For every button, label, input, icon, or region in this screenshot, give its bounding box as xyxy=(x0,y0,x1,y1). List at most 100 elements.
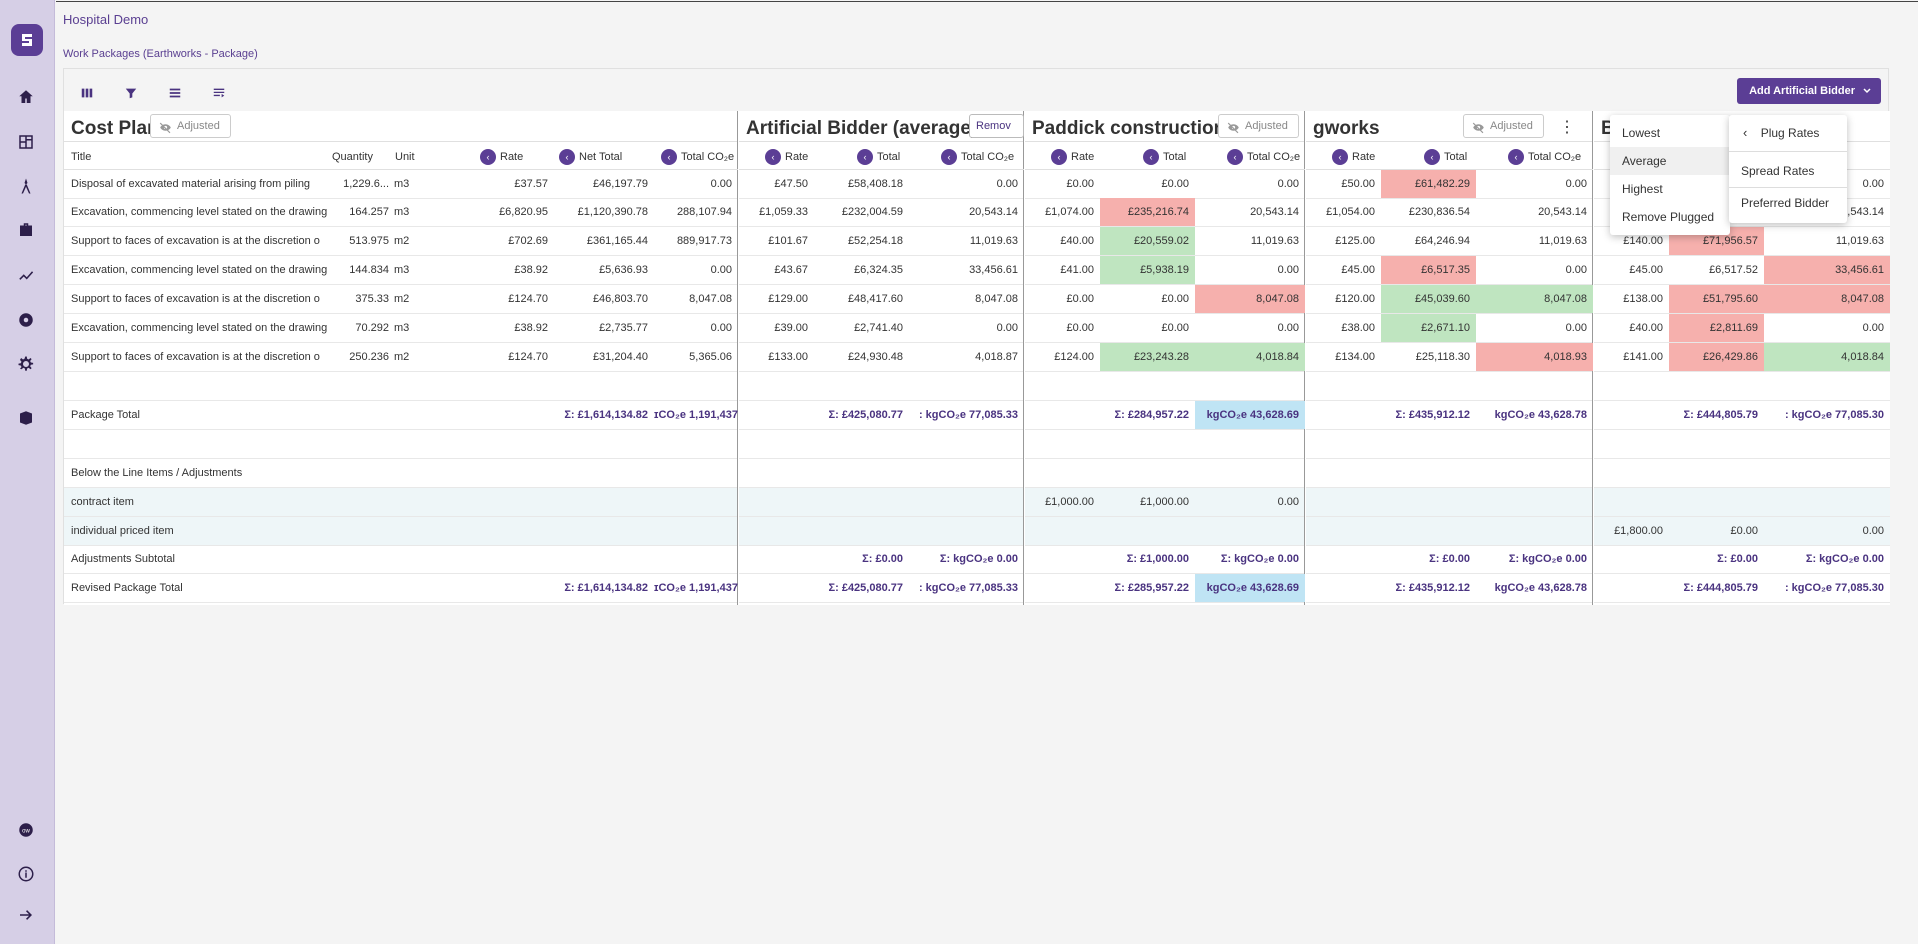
adj-co2 xyxy=(1476,517,1593,545)
bid-total: £0.00 xyxy=(1161,322,1189,334)
adj-total xyxy=(1100,517,1195,545)
briefcase-icon[interactable] xyxy=(15,219,37,241)
table-row[interactable]: £40.00 £2,811.69 0.00 xyxy=(1594,314,1890,343)
column-header-co2[interactable]: Total CO₂e xyxy=(681,151,735,163)
adjusted-toggle-button[interactable]: Adjusted xyxy=(1218,114,1299,138)
table-row[interactable]: £43.67 £6,324.35 33,456.61 xyxy=(739,256,1023,285)
table-row[interactable]: Support to faces of excavation is at the… xyxy=(64,343,737,372)
column-header-co2[interactable]: Total CO₂e xyxy=(1247,151,1301,163)
column-header-rate[interactable]: Rate xyxy=(785,151,809,163)
sort-icon[interactable]: ‹ xyxy=(1227,149,1243,165)
table-row[interactable]: Support to faces of excavation is at the… xyxy=(64,227,737,256)
table-row[interactable]: Excavation, commencing level stated on t… xyxy=(64,198,737,227)
column-header-rate[interactable]: Rate xyxy=(1071,151,1095,163)
work-package-panel: Add Artificial Bidder Cost Plan Adjusted T… xyxy=(63,68,1890,605)
book-icon[interactable] xyxy=(15,407,37,429)
plug-option-average[interactable]: Average xyxy=(1610,147,1730,175)
table-row[interactable]: £0.00 £0.00 0.00 xyxy=(1025,314,1304,343)
sort-icon[interactable]: ‹ xyxy=(480,149,496,165)
trend-icon[interactable] xyxy=(15,264,37,286)
filter-icon[interactable] xyxy=(120,83,142,103)
table-row[interactable]: £40.00 £20,559.02 11,019.63 xyxy=(1025,227,1304,256)
table-row[interactable]: £133.00 £24,930.48 4,018.87 xyxy=(739,343,1023,372)
plug-option-highest[interactable]: Highest xyxy=(1622,182,1663,196)
column-header-total[interactable]: Total xyxy=(1444,151,1468,163)
expand-arrow-icon[interactable] xyxy=(15,904,37,926)
table-row[interactable]: Excavation, commencing level stated on t… xyxy=(64,314,737,343)
add-artificial-bidder-button[interactable]: Add Artificial Bidder xyxy=(1737,78,1881,104)
table-row[interactable]: £45.00 £6,517.35 0.00 xyxy=(1306,256,1592,285)
info-icon[interactable] xyxy=(15,863,37,885)
table-row[interactable]: Excavation, commencing level stated on t… xyxy=(64,256,737,285)
gear-icon[interactable] xyxy=(15,353,37,375)
plug-option-remove-plugged[interactable]: Remove Plugged xyxy=(1622,210,1715,224)
more-options-icon[interactable]: ⋮ xyxy=(1559,119,1575,136)
column-header-total[interactable]: Total xyxy=(877,151,901,163)
table-row[interactable]: £41.00 £5,938.19 0.00 xyxy=(1025,256,1304,285)
sort-icon[interactable]: ‹ xyxy=(559,149,575,165)
table-row[interactable]: Support to faces of excavation is at the… xyxy=(64,285,737,314)
table-row[interactable]: £38.00 £2,671.10 0.00 xyxy=(1306,314,1592,343)
spread-rates-item[interactable]: Spread Rates xyxy=(1741,164,1815,178)
ow-icon[interactable]: ow xyxy=(15,819,37,841)
bid-co2: 4,018.93 xyxy=(1476,343,1593,371)
sort-icon[interactable]: ‹ xyxy=(857,149,873,165)
sort-icon[interactable]: ‹ xyxy=(1508,149,1524,165)
table-row[interactable]: £101.67 £52,254.18 11,019.63 xyxy=(739,227,1023,256)
table-row[interactable]: Disposal of excavated material arising f… xyxy=(64,170,737,199)
column-header-title[interactable]: Title xyxy=(71,151,92,163)
table-row[interactable]: £1,074.00 £235,216.74 20,543.14 xyxy=(1025,198,1304,227)
bid-rate: £141.00 xyxy=(1623,351,1663,363)
table-row: Σ: £0.00 Σ: kgCO₂e 0.00 xyxy=(1594,545,1890,574)
remove-bidder-button[interactable]: Remov xyxy=(969,114,1024,138)
column-header-total[interactable]: Total xyxy=(1163,151,1187,163)
table-row[interactable]: £124.00 £23,243.28 4,018.84 xyxy=(1025,343,1305,372)
compass-icon[interactable] xyxy=(15,175,37,197)
sort-icon[interactable]: ‹ xyxy=(765,149,781,165)
sort-icon[interactable]: ‹ xyxy=(661,149,677,165)
export-icon[interactable] xyxy=(208,83,230,103)
table-row[interactable]: £0.00 £0.00 0.00 xyxy=(1025,170,1304,199)
table-row[interactable]: £1,059.33 £232,004.59 20,543.14 xyxy=(739,198,1023,227)
table-row[interactable]: £120.00 £45,039.60 8,047.08 xyxy=(1306,285,1593,314)
home-icon[interactable] xyxy=(15,86,37,108)
aperture-icon[interactable] xyxy=(15,309,37,331)
column-header-net_total[interactable]: Net Total xyxy=(579,151,623,163)
sort-icon[interactable]: ‹ xyxy=(941,149,957,165)
plug-rates-back-item[interactable]: ‹ Plug Rates xyxy=(1743,125,1820,140)
column-header-co2[interactable]: Total CO₂e xyxy=(1528,151,1582,163)
sort-icon[interactable]: ‹ xyxy=(1332,149,1348,165)
table-row[interactable]: £47.50 £58,408.18 0.00 xyxy=(739,170,1023,199)
table-row[interactable]: £45.00 £6,517.52 33,456.61 xyxy=(1594,256,1890,285)
table-row[interactable]: £129.00 £48,417.60 8,047.08 xyxy=(739,285,1023,314)
density-icon[interactable] xyxy=(164,83,186,103)
adjusted-toggle-button[interactable]: Adjusted xyxy=(150,114,231,138)
table-row[interactable]: £39.00 £2,741.40 0.00 xyxy=(739,314,1023,343)
plug-option-lowest[interactable]: Lowest xyxy=(1622,126,1661,140)
table-row xyxy=(1594,372,1890,401)
preferred-bidder-item[interactable]: Preferred Bidder xyxy=(1741,196,1830,210)
column-header-rate[interactable]: Rate xyxy=(1352,151,1376,163)
table-row[interactable]: £125.00 £64,246.94 11,019.63 xyxy=(1306,227,1592,256)
column-header-unit[interactable]: Unit xyxy=(395,151,415,163)
bid-total: £2,671.10 xyxy=(1381,314,1476,342)
dashboard-icon[interactable] xyxy=(15,131,37,153)
adjusted-toggle-button[interactable]: Adjusted xyxy=(1463,114,1544,138)
sort-icon[interactable]: ‹ xyxy=(1424,149,1440,165)
sort-icon[interactable]: ‹ xyxy=(1143,149,1159,165)
app-logo[interactable] xyxy=(11,24,43,56)
table-row[interactable]: £0.00 £0.00 8,047.08 xyxy=(1025,285,1305,314)
column-header-co2[interactable]: Total CO₂e xyxy=(961,151,1015,163)
columns-icon[interactable] xyxy=(76,83,98,103)
table-row[interactable]: £1,054.00 £230,836.54 20,543.14 xyxy=(1306,198,1592,227)
table-row[interactable]: £50.00 £61,482.29 0.00 xyxy=(1306,170,1592,199)
table-row[interactable]: £141.00 £26,429.86 4,018.84 xyxy=(1594,343,1890,372)
column-header-quantity[interactable]: Quantity xyxy=(332,151,373,163)
bidder-name: Paddick construction xyxy=(1032,118,1226,139)
table-row[interactable]: £138.00 £51,795.60 8,047.08 xyxy=(1594,285,1890,314)
table-row xyxy=(1306,459,1592,488)
column-header-rate[interactable]: Rate xyxy=(500,151,524,163)
breadcrumb[interactable]: Work Packages (Earthworks - Package) xyxy=(63,48,258,60)
table-row[interactable]: £134.00 £25,118.30 4,018.93 xyxy=(1306,343,1593,372)
sort-icon[interactable]: ‹ xyxy=(1051,149,1067,165)
